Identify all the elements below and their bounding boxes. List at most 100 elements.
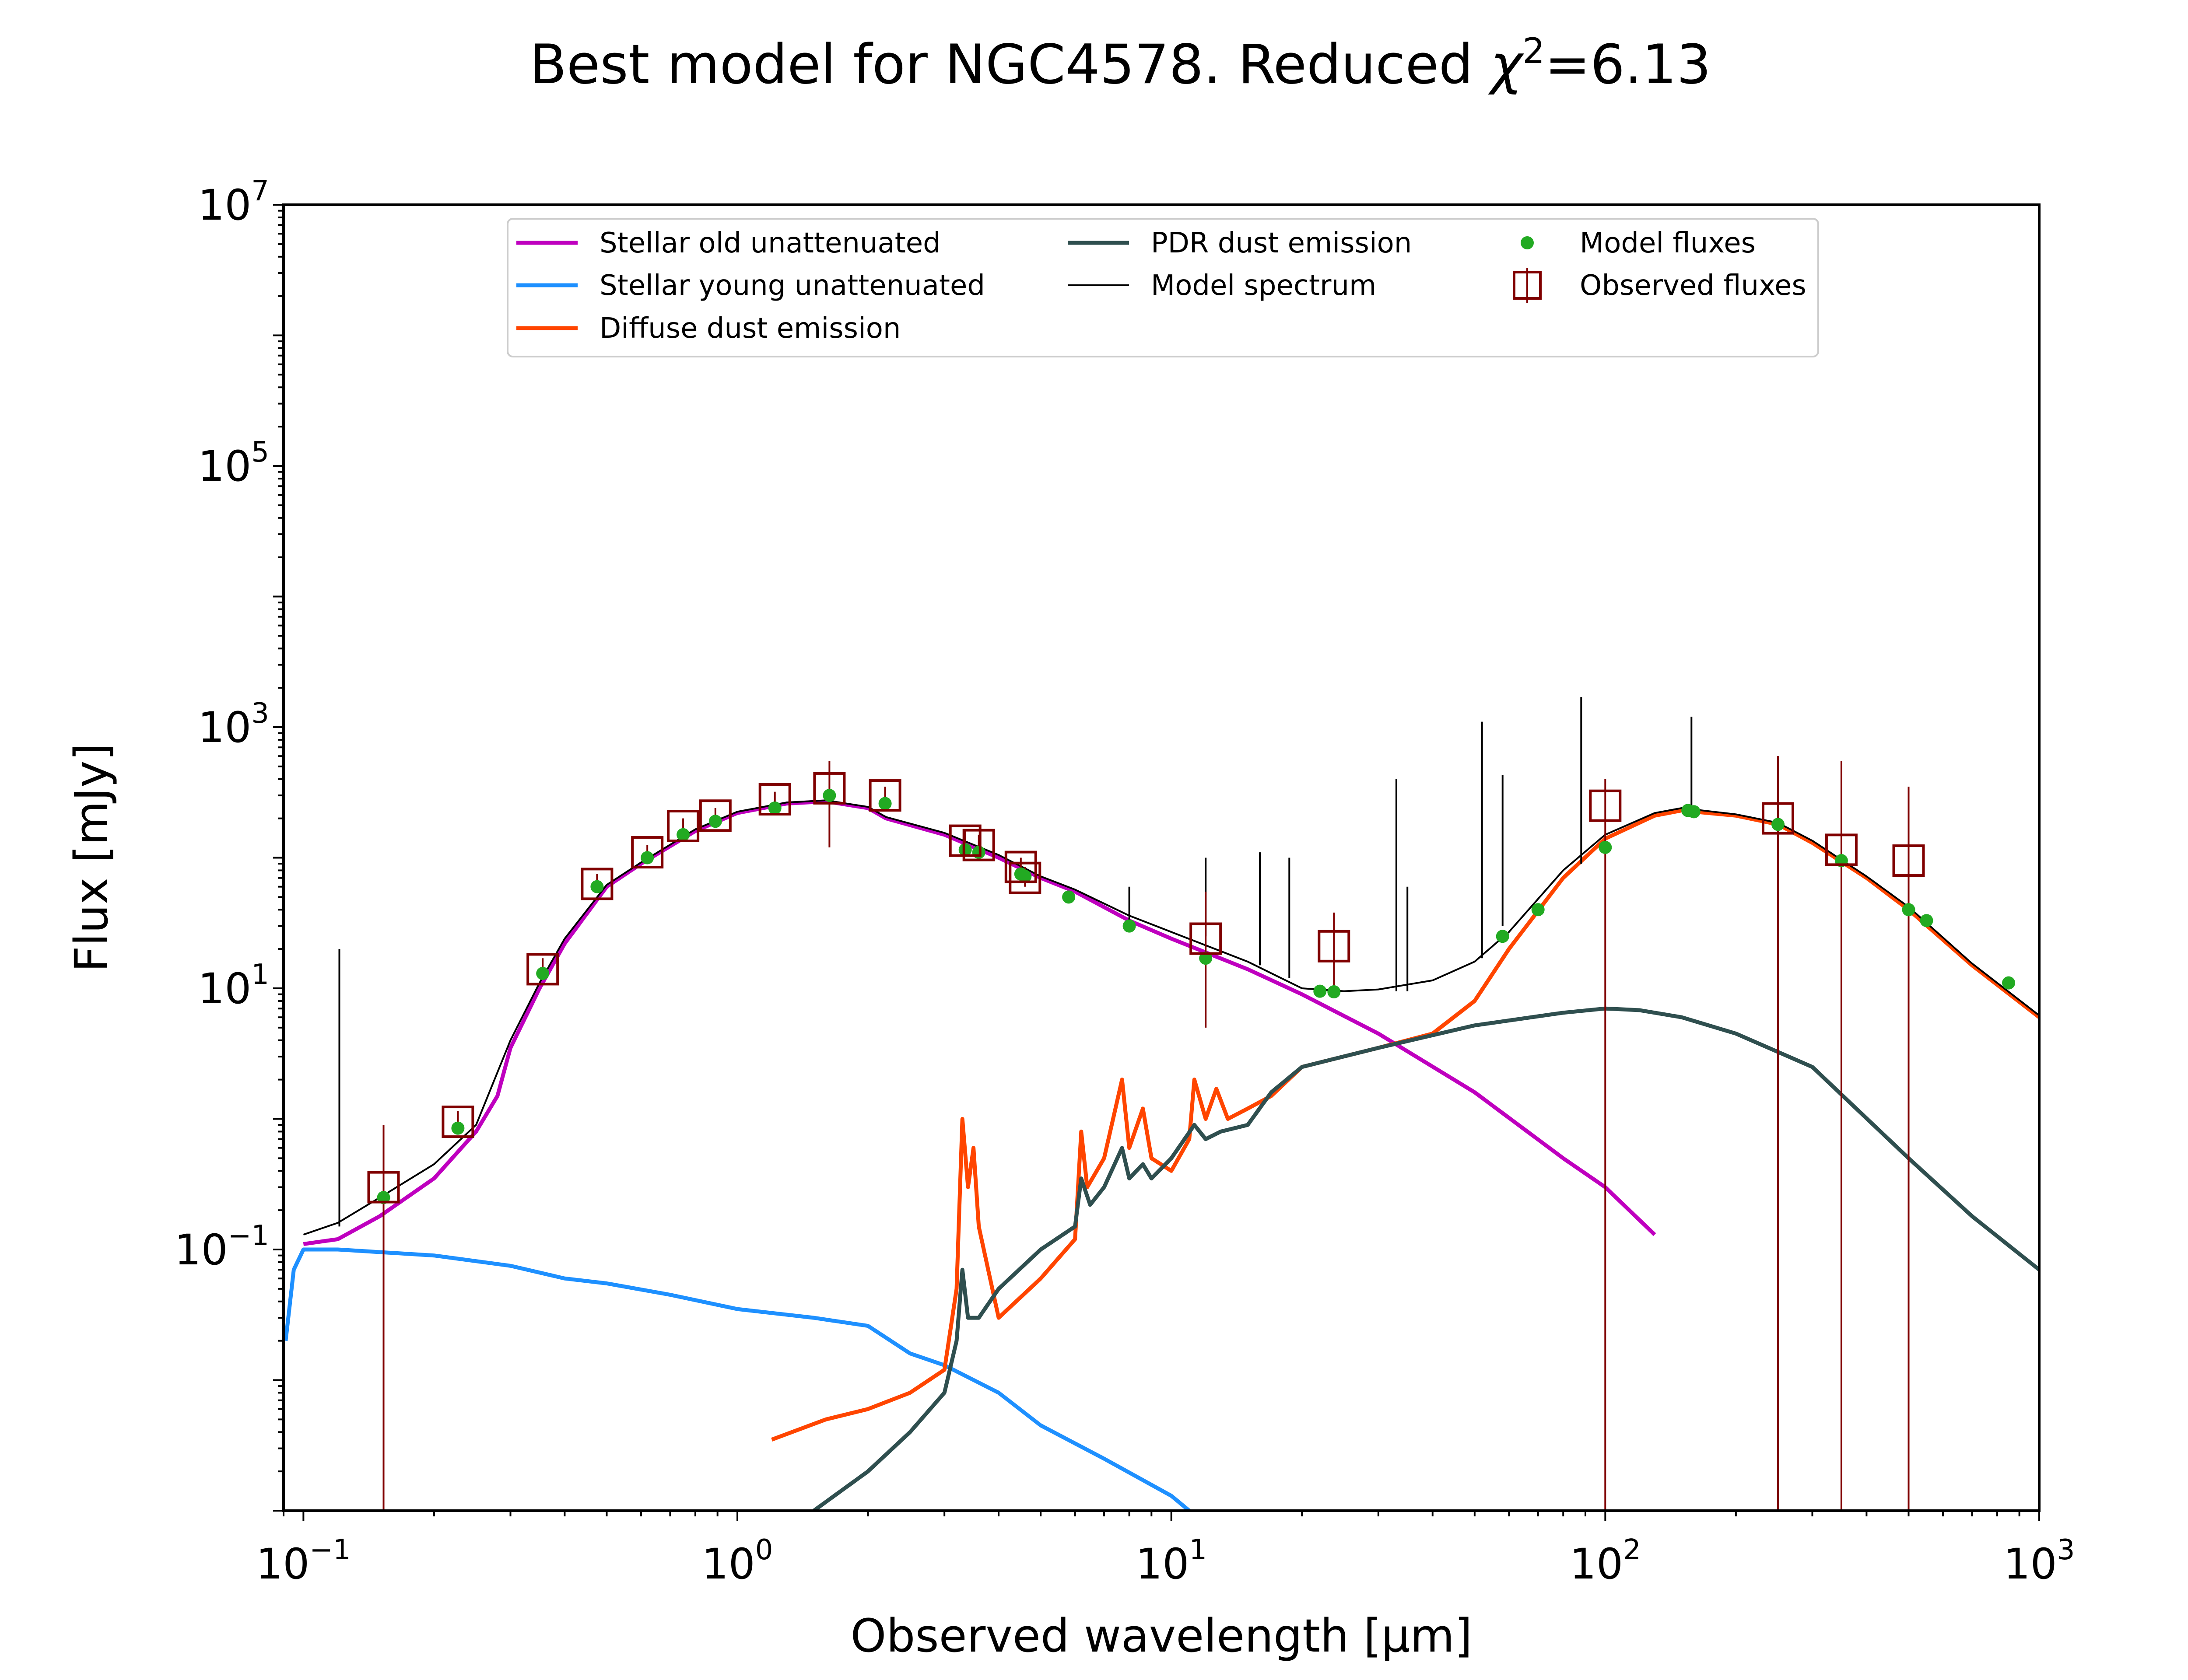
y-tick-exponent: −1 [228, 1220, 269, 1252]
x-tick-label-1: 100 [702, 1534, 773, 1589]
y-axis-label: Flux [mJy] [65, 743, 118, 972]
y-tick-label-3: 105 [198, 436, 269, 491]
series-line-4 [303, 799, 2039, 1236]
y-tick-exponent: 1 [251, 959, 269, 991]
observed-flux-marker-5 [667, 810, 700, 842]
legend-label-5: Model fluxes [1580, 227, 1756, 259]
legend-label-1: Stellar young unattenuated [600, 270, 985, 302]
observed-flux-marker-9 [869, 779, 901, 812]
legend-swatch-5 [1521, 236, 1534, 249]
legend: Stellar old unattenuated Stellar young un… [507, 218, 1819, 357]
x-tick-exponent: 3 [2057, 1534, 2075, 1566]
series-line-1 [284, 1247, 1191, 1511]
x-tick-label-2: 101 [1136, 1534, 1207, 1589]
observed-flux-marker-12 [1004, 850, 1037, 883]
legend-frame [507, 218, 1819, 357]
observed-flux-marker-11 [962, 829, 995, 861]
model-flux-point-26 [1902, 903, 1915, 917]
observed-flux-marker-7 [758, 783, 791, 816]
model-flux-point-27 [1920, 914, 1933, 928]
title-suffix: =6.13 [1545, 33, 1711, 96]
x-tick-base: 10 [702, 1540, 755, 1589]
chart-title: Best model for NGC4578. Reduced χ2=6.13 [529, 31, 1711, 97]
x-tick-exponent: −1 [309, 1534, 351, 1566]
plot-series-group [284, 697, 2039, 1511]
series-line-3 [813, 1006, 2039, 1511]
legend-label-2: Diffuse dust emission [600, 312, 901, 345]
y-tick-exponent: 7 [251, 175, 269, 207]
x-tick-label-3: 102 [1570, 1534, 1641, 1589]
observed-flux-marker-19 [1892, 844, 1925, 877]
model-flux-point-28 [2002, 976, 2015, 990]
x-tick-label-4: 103 [2004, 1534, 2075, 1589]
series-line-0 [303, 799, 1656, 1246]
model-flux-point-19 [1496, 930, 1509, 943]
title-prefix: Best model for NGC4578. Reduced [529, 33, 1490, 96]
y-tick-base: 10 [198, 703, 251, 752]
model-flux-point-24 [1771, 818, 1785, 831]
y-tick-base: 10 [198, 964, 251, 1013]
model-flux-point-4 [641, 851, 654, 864]
model-flux-point-7 [768, 802, 782, 815]
x-axis-ticks: 10−1 100 101 102 103 [256, 1511, 2075, 1589]
model-flux-point-21 [1599, 840, 1612, 854]
y-tick-label-2: 103 [198, 697, 269, 752]
x-tick-exponent: 0 [755, 1534, 773, 1566]
legend-label-3: PDR dust emission [1151, 227, 1412, 259]
x-tick-base: 10 [1136, 1540, 1189, 1589]
observed-flux-marker-13 [1009, 861, 1041, 894]
model-flux-point-15 [1122, 919, 1136, 933]
observed-flux-marker-4 [631, 836, 664, 869]
observed-flux-marker-14 [1189, 922, 1222, 955]
x-tick-exponent: 2 [1623, 1534, 1641, 1566]
observed-flux-marker-15 [1318, 930, 1350, 962]
x-tick-base: 10 [256, 1540, 309, 1589]
legend-label-4: Model spectrum [1151, 270, 1376, 302]
model-flux-point-1 [451, 1121, 465, 1135]
y-tick-label-4: 107 [198, 175, 269, 230]
model-flux-point-18 [1327, 985, 1341, 998]
observed-flux-marker-2 [526, 953, 559, 986]
y-tick-base: 10 [175, 1225, 228, 1274]
y-tick-label-1: 101 [198, 959, 269, 1013]
model-flux-point-2 [536, 967, 550, 980]
x-tick-label-0: 10−1 [256, 1534, 351, 1589]
y-tick-label-0: 10−1 [175, 1220, 270, 1274]
legend-label-0: Stellar old unattenuated [600, 227, 941, 259]
model-flux-point-5 [677, 828, 690, 841]
series-line-2 [771, 808, 2039, 1442]
observed-flux-marker-16 [1589, 789, 1622, 822]
model-flux-point-9 [878, 797, 892, 810]
model-flux-point-6 [708, 815, 722, 828]
model-flux-point-23 [1687, 805, 1701, 819]
legend-swatch-6 [1513, 271, 1542, 300]
x-tick-base: 10 [1570, 1540, 1623, 1589]
model-flux-point-20 [1531, 903, 1545, 917]
model-flux-point-14 [1062, 890, 1076, 904]
y-tick-exponent: 3 [251, 697, 269, 730]
observed-flux-marker-3 [581, 868, 614, 900]
x-tick-exponent: 1 [1189, 1534, 1207, 1566]
observed-flux-marker-0 [367, 1171, 400, 1204]
title-symbol: χ [1488, 33, 1525, 96]
x-tick-base: 10 [2004, 1540, 2057, 1589]
model-flux-point-13 [1018, 870, 1032, 883]
x-axis-label: Observed wavelength [μm] [851, 1609, 1473, 1662]
legend-label-6: Observed fluxes [1580, 270, 1806, 302]
title-exponent: 2 [1522, 31, 1545, 71]
model-flux-point-16 [1199, 952, 1213, 965]
observed-flux-marker-6 [699, 799, 732, 832]
model-flux-point-3 [590, 880, 604, 893]
y-tick-exponent: 5 [251, 436, 269, 469]
observed-flux-marker-18 [1825, 833, 1858, 866]
observed-flux-marker-8 [813, 772, 846, 805]
model-flux-point-8 [823, 789, 836, 802]
observed-flux-marker-1 [442, 1106, 474, 1138]
observed-flux-marker-17 [1762, 802, 1794, 835]
y-tick-base: 10 [198, 181, 251, 230]
plot-markers-group [367, 756, 2015, 1511]
model-flux-point-17 [1313, 984, 1327, 998]
y-tick-base: 10 [198, 442, 251, 491]
